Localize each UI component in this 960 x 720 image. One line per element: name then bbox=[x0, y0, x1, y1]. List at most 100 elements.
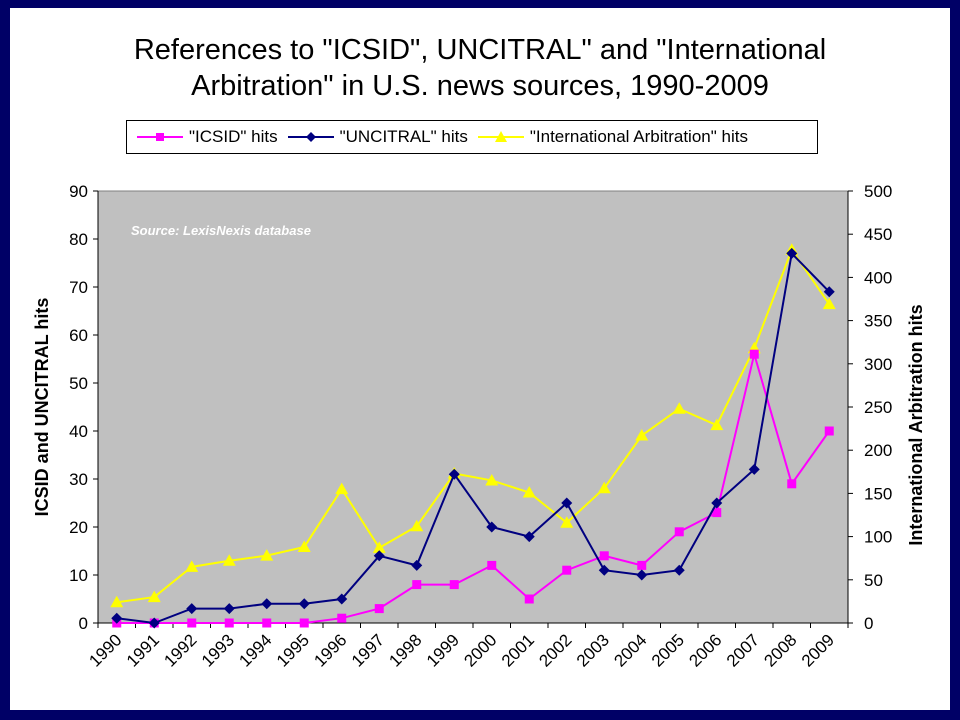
x-tick-label: 2007 bbox=[723, 630, 763, 670]
x-tick-label: 1999 bbox=[423, 630, 463, 670]
y-left-tick-label: 90 bbox=[69, 182, 88, 201]
data-point-icsid bbox=[187, 618, 197, 628]
x-tick-label: 1993 bbox=[198, 630, 238, 670]
data-point-international-arbitration bbox=[185, 560, 199, 572]
chart-legend: "ICSID" hits "UNCITRAL" hits "Internatio… bbox=[126, 120, 818, 154]
data-point-icsid bbox=[524, 594, 534, 604]
data-point-icsid bbox=[299, 618, 309, 628]
x-tick-label: 1990 bbox=[85, 630, 125, 670]
data-point-uncitral bbox=[786, 247, 798, 259]
y-left-tick-label: 70 bbox=[69, 278, 88, 297]
series-line-uncitral bbox=[116, 251, 830, 625]
data-point-uncitral bbox=[336, 593, 348, 605]
data-point-icsid bbox=[637, 560, 647, 570]
data-point-international-arbitration bbox=[485, 473, 499, 486]
x-tick-label: 1996 bbox=[310, 630, 350, 670]
data-point-international-arbitration bbox=[297, 540, 311, 552]
data-point-international-arbitration bbox=[522, 486, 536, 498]
data-point-icsid bbox=[562, 565, 572, 575]
data-point-icsid bbox=[712, 508, 722, 518]
data-point-icsid bbox=[599, 551, 609, 561]
x-tick-label: 1991 bbox=[123, 630, 163, 670]
y-right-tick-label: 500 bbox=[864, 182, 892, 201]
data-point-icsid bbox=[749, 349, 759, 359]
data-point-uncitral bbox=[261, 598, 273, 610]
x-tick-label: 2008 bbox=[760, 630, 800, 670]
data-point-international-arbitration bbox=[597, 481, 611, 494]
legend-label-international-arbitration: "International Arbitration" hits bbox=[529, 127, 748, 146]
legend-label-uncitral: "UNCITRAL" hits bbox=[339, 127, 468, 146]
legend-swatch-uncitral bbox=[287, 132, 334, 142]
data-point-international-arbitration bbox=[560, 516, 574, 528]
data-point-icsid bbox=[487, 560, 497, 570]
source-annotation: Source: LexisNexis database bbox=[131, 223, 311, 238]
y-left-tick-label: 30 bbox=[69, 470, 88, 489]
y-right-tick-label: 250 bbox=[864, 398, 892, 417]
data-point-international-arbitration bbox=[410, 519, 424, 532]
data-point-international-arbitration bbox=[260, 549, 274, 561]
x-tick-label: 2003 bbox=[573, 630, 613, 670]
y-left-tick-label: 60 bbox=[69, 326, 88, 345]
data-point-uncitral bbox=[373, 550, 385, 562]
y-right-tick-label: 200 bbox=[864, 441, 892, 460]
y-axis-left-title: ICSID and UNCITRAL hits bbox=[32, 298, 52, 517]
series-line-international-arbitration bbox=[116, 247, 831, 604]
legend-item-icsid: "ICSID" hits bbox=[135, 127, 278, 147]
data-point-uncitral bbox=[111, 612, 123, 624]
data-point-uncitral bbox=[673, 564, 685, 576]
x-tick-label: 2004 bbox=[610, 630, 650, 670]
legend-item-uncitral: "UNCITRAL" hits bbox=[286, 127, 468, 147]
y-right-tick-label: 400 bbox=[864, 268, 892, 287]
data-point-uncitral bbox=[148, 617, 160, 629]
y-left-tick-label: 20 bbox=[69, 518, 88, 537]
data-point-international-arbitration bbox=[335, 482, 349, 495]
legend-label-icsid: "ICSID" hits bbox=[189, 127, 278, 146]
data-point-icsid bbox=[449, 580, 459, 590]
x-tick-label: 2005 bbox=[648, 630, 688, 670]
data-point-international-arbitration bbox=[635, 429, 649, 441]
data-point-icsid bbox=[674, 527, 684, 537]
data-point-icsid bbox=[262, 618, 272, 628]
chart-title-line-2: Arbitration" in U.S. news sources, 1990-… bbox=[191, 70, 769, 102]
x-tick-label: 2000 bbox=[460, 630, 500, 670]
data-point-icsid bbox=[787, 479, 797, 489]
y-right-tick-label: 150 bbox=[864, 484, 892, 503]
data-point-uncitral bbox=[711, 497, 723, 509]
chart-title: References to "ICSID", UNCITRAL" and "In… bbox=[10, 32, 950, 104]
data-point-uncitral bbox=[523, 531, 535, 543]
data-point-uncitral bbox=[823, 286, 835, 298]
data-point-uncitral bbox=[411, 559, 423, 571]
y-right-tick-label: 50 bbox=[864, 571, 883, 590]
data-point-uncitral bbox=[561, 497, 573, 509]
y-right-tick-label: 100 bbox=[864, 528, 892, 547]
data-point-international-arbitration bbox=[710, 418, 724, 431]
data-point-uncitral bbox=[748, 463, 760, 475]
data-point-international-arbitration bbox=[822, 297, 836, 310]
data-point-uncitral bbox=[298, 598, 310, 610]
x-tick-label: 2006 bbox=[685, 630, 725, 670]
data-point-uncitral bbox=[448, 468, 460, 480]
y-right-tick-label: 300 bbox=[864, 355, 892, 374]
y-right-tick-label: 350 bbox=[864, 312, 892, 331]
y-left-tick-label: 40 bbox=[69, 422, 88, 441]
x-tick-label: 2009 bbox=[798, 630, 838, 670]
data-point-icsid bbox=[224, 618, 234, 628]
data-point-international-arbitration bbox=[110, 595, 124, 608]
x-tick-label: 1997 bbox=[348, 630, 388, 670]
data-point-icsid bbox=[412, 580, 422, 590]
y-right-tick-label: 450 bbox=[864, 225, 892, 244]
x-tick-label: 2002 bbox=[535, 630, 575, 670]
y-left-tick-label: 10 bbox=[69, 566, 88, 585]
x-tick-label: 1998 bbox=[385, 630, 425, 670]
data-point-icsid bbox=[824, 426, 834, 436]
plot-area bbox=[97, 190, 849, 624]
y-right-tick-label: 0 bbox=[864, 614, 873, 633]
y-left-tick-label: 50 bbox=[69, 374, 88, 393]
legend-item-international-arbitration: "International Arbitration" hits bbox=[476, 127, 748, 147]
data-point-uncitral bbox=[636, 569, 648, 581]
data-point-international-arbitration bbox=[672, 402, 686, 414]
chart-title-line-1: References to "ICSID", UNCITRAL" and "In… bbox=[133, 34, 827, 66]
x-tick-label: 2001 bbox=[498, 630, 538, 670]
legend-swatch-international-arbitration bbox=[477, 131, 524, 142]
